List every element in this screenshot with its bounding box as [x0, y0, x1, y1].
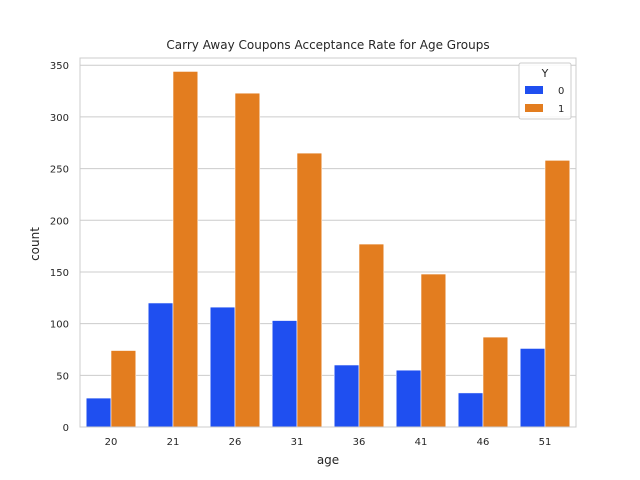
x-tick-label: 41: [415, 437, 428, 448]
bar-age-21-y1: [172, 71, 199, 428]
bar-age-36-y0: [333, 364, 360, 428]
bar-age-46-y1: [482, 336, 509, 428]
bars: [85, 71, 571, 428]
x-tick-label: 21: [167, 437, 180, 448]
bar-age-20-y0: [85, 397, 112, 428]
legend-title: Y: [541, 67, 549, 80]
y-tick-label: 50: [56, 371, 69, 382]
x-tick-label: 20: [105, 437, 118, 448]
y-tick-label: 350: [50, 61, 69, 72]
bar-age-41-y1: [420, 273, 447, 428]
bar-age-36-y1: [358, 243, 385, 428]
chart-title: Carry Away Coupons Acceptance Rate for A…: [166, 38, 489, 52]
plot-frame: [79, 57, 577, 428]
bar-age-31-y0: [271, 320, 298, 428]
bar-age-20-y1: [110, 350, 137, 428]
x-tick-label: 36: [353, 437, 366, 448]
bar-age-41-y0: [395, 369, 422, 428]
legend-swatch-1: [525, 104, 543, 112]
bar-age-26-y1: [234, 92, 261, 428]
bar-age-51-y1: [544, 160, 571, 428]
bar-age-31-y1: [296, 152, 323, 428]
x-tick-labels: 20 21 26 31 36 41 46 51: [105, 437, 552, 448]
legend: Y 0 1: [518, 62, 572, 120]
bar-age-46-y0: [457, 392, 484, 428]
y-tick-label: 200: [50, 216, 69, 227]
y-axis-label: count: [28, 227, 42, 261]
y-tick-labels: 0 50 100 150 200 250 300 350: [50, 61, 69, 434]
x-tick-label: 26: [229, 437, 242, 448]
y-tick-label: 250: [50, 165, 69, 176]
y-tick-label: 0: [63, 423, 69, 434]
legend-swatch-0: [525, 86, 543, 94]
x-axis-label: age: [317, 453, 339, 467]
x-tick-label: 46: [477, 437, 490, 448]
y-tick-label: 300: [50, 113, 69, 124]
legend-label-1: 1: [558, 104, 564, 115]
x-tick-label: 51: [539, 437, 552, 448]
y-tick-label: 150: [50, 268, 69, 279]
x-tick-label: 31: [291, 437, 304, 448]
legend-label-0: 0: [558, 86, 564, 97]
bar-age-51-y0: [519, 348, 546, 428]
bar-age-21-y0: [147, 302, 174, 428]
bar-age-26-y0: [209, 306, 236, 428]
y-tick-label: 100: [50, 320, 69, 331]
